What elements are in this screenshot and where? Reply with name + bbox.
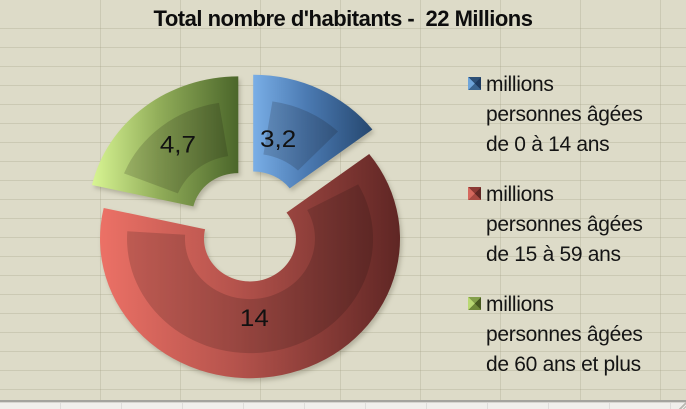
- legend-label-line: de 15 à 59 ans: [486, 243, 621, 266]
- sheet-bottom-edge: [0, 400, 686, 409]
- pie-slice-1[interactable]: [100, 153, 401, 379]
- legend-label-line: personnes âgées: [486, 213, 643, 236]
- pie-slice-bevel-0: [263, 101, 338, 171]
- legend-item-60-plus[interactable]: millions personnes âgées de 60 ans et pl…: [468, 290, 682, 380]
- legend-marker-60-plus-icon: [468, 297, 481, 310]
- legend-marker-0-14-icon: [468, 77, 481, 90]
- data-label-0: 3,2: [260, 126, 296, 153]
- legend-label-line: personnes âgées: [486, 323, 643, 346]
- pie-slice-0[interactable]: [253, 74, 373, 189]
- pie-slice-bevel-1: [127, 184, 374, 354]
- data-label-2: 4,7: [160, 131, 196, 158]
- legend-label: millions personnes âgées de 60 ans et pl…: [486, 290, 643, 380]
- legend: millions personnes âgées de 0 à 14 ans m…: [468, 70, 682, 380]
- resize-grip-icon: [678, 401, 686, 409]
- chart-title: Total nombre d'habitants - 22 Millions: [153, 6, 533, 31]
- legend-label-line: millions: [486, 183, 554, 206]
- legend-label: millions personnes âgées de 15 à 59 ans: [486, 180, 643, 270]
- legend-label-line: millions: [486, 293, 554, 316]
- legend-label-line: de 0 à 14 ans: [486, 133, 610, 156]
- pie-slice-bevel-2: [124, 102, 229, 194]
- legend-label-line: de 60 ans et plus: [486, 353, 641, 376]
- data-label-1: 14: [240, 305, 269, 332]
- legend-label-line: personnes âgées: [486, 103, 643, 126]
- legend-label-line: millions: [486, 73, 554, 96]
- plot-area: 3,2 14 4,7: [92, 74, 401, 379]
- pie-slice-2[interactable]: [92, 76, 239, 207]
- legend-label: millions personnes âgées de 0 à 14 ans: [486, 70, 643, 160]
- legend-marker-15-59-icon: [468, 187, 481, 200]
- legend-item-15-59[interactable]: millions personnes âgées de 15 à 59 ans: [468, 180, 682, 270]
- legend-item-0-14[interactable]: millions personnes âgées de 0 à 14 ans: [468, 70, 682, 160]
